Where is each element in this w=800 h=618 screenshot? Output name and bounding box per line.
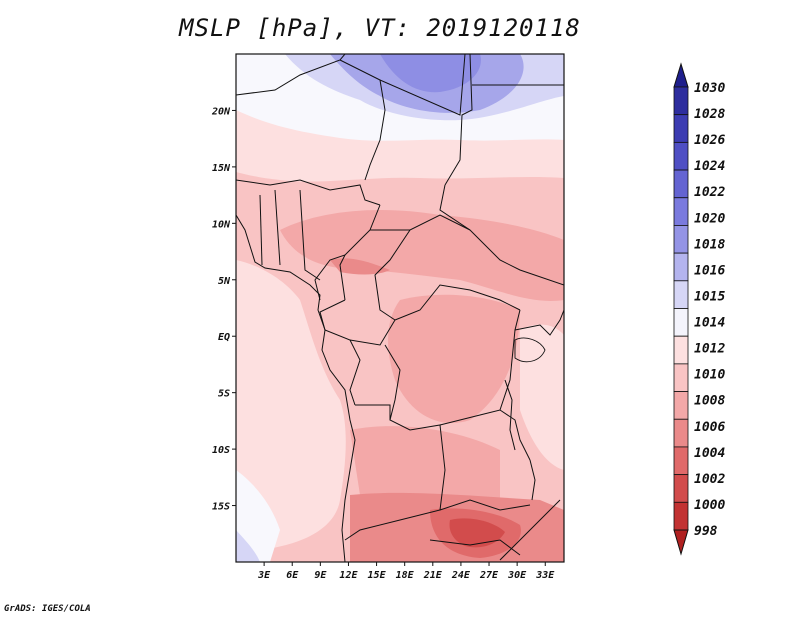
lat-tick-label: 15N [212, 163, 231, 174]
lat-tick-label: 20N [211, 106, 231, 117]
lake-tanganyika [504, 379, 516, 451]
lat-tick-label: 5S [218, 389, 230, 400]
lon-tick-label: 33E [535, 570, 555, 581]
footer-credit: GrADS: IGES/COLA [4, 604, 91, 614]
country-borders [236, 54, 564, 561]
colorbar-label: 1016 [694, 263, 725, 278]
colorbar-label: 1024 [694, 159, 725, 174]
colorbar-label: 1012 [694, 342, 725, 357]
lat-tick-label: 5N [218, 276, 231, 287]
colorbar-label: 1002 [694, 472, 725, 487]
colorbar-label: 1010 [694, 368, 725, 383]
lon-tick-label: 21E [423, 570, 443, 581]
colorbar-label: 1028 [694, 107, 725, 122]
coastline [236, 214, 356, 562]
lon-tick-label: 30E [507, 570, 527, 581]
lon-tick-label: 27E [479, 570, 499, 581]
colorbar-swatch [673, 225, 689, 254]
colorbar-label: 1014 [694, 316, 725, 331]
lon-tick-label: 9E [314, 570, 327, 581]
lon-tick-label: 12E [339, 570, 358, 581]
colorbar-label: 1004 [694, 446, 725, 461]
colorbar-swatch [673, 418, 689, 448]
colorbar-label: 1026 [694, 133, 725, 148]
colorbar-label: 1020 [694, 211, 725, 226]
colorbar-swatch [673, 252, 689, 282]
colorbar: 1030 1028 1026 1024 1022 1020 1018 1016 1015 1014… [673, 62, 725, 556]
colorbar-swatch [673, 363, 689, 392]
chart-title: MSLP [hPa], VT: 2019120118 [179, 14, 581, 42]
colorbar-swatch [673, 141, 689, 171]
colorbar-swatch [673, 391, 689, 420]
colorbar-swatch [673, 335, 689, 365]
lat-tick-label: EQ [218, 332, 230, 343]
colorbar-top-arrow [673, 62, 689, 88]
lat-tick-label: 15S [212, 502, 230, 513]
lon-tick-label: 15E [368, 570, 387, 581]
colorbar-swatch [673, 446, 689, 476]
lat-tick-label: 10N [212, 219, 231, 230]
colorbar-swatch [673, 308, 689, 337]
lat-tick-label: 10S [212, 445, 230, 456]
colorbar-label: 998 [694, 524, 718, 539]
lake-victoria [514, 337, 546, 363]
colorbar-label: 1008 [694, 394, 725, 409]
lon-tick-label: 24E [451, 570, 471, 581]
lon-tick-label: 6E [286, 570, 299, 581]
colorbar-bottom-arrow [673, 529, 689, 556]
colorbar-label: 1000 [694, 498, 725, 513]
colorbar-swatch [673, 114, 689, 143]
colorbar-label: 1030 [694, 81, 725, 96]
map-frame [235, 53, 565, 563]
colorbar-swatch [673, 501, 689, 531]
colorbar-swatch [673, 280, 689, 309]
longitude-axis: 3E 6E 9E 12E 15E 18E 21E 24E 27E 30E 33E [257, 562, 555, 581]
colorbar-swatch [673, 197, 689, 226]
latitude-axis: 20N 15N 10N 5N EQ 5S 10S 15S [211, 106, 236, 513]
colorbar-label: 1015 [694, 289, 725, 304]
colorbar-swatch [673, 169, 689, 199]
lon-tick-label: 3E [257, 570, 271, 581]
lon-tick-label: 18E [396, 570, 415, 581]
colorbar-label: 1018 [694, 237, 725, 252]
colorbar-swatch [673, 474, 689, 503]
colorbar-label: 1022 [694, 185, 725, 200]
pressure-field [236, 54, 564, 562]
colorbar-label: 1006 [694, 420, 725, 435]
colorbar-swatch [673, 86, 689, 116]
lake-malawi [529, 459, 536, 501]
